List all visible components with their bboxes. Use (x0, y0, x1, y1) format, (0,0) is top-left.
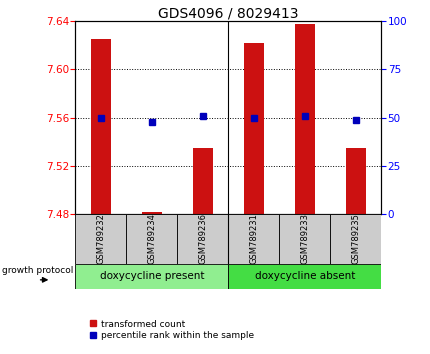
Bar (330, 214, 381, 264)
Bar (228, 214, 279, 264)
Bar (142, 212, 161, 214)
Legend: transformed count, percentile rank within the sample: transformed count, percentile rank withi… (86, 316, 257, 344)
Bar (295, 24, 314, 214)
Bar (126, 214, 177, 264)
Text: GSM789236: GSM789236 (198, 213, 207, 264)
Bar (75, 264, 228, 289)
Bar (91, 39, 111, 214)
Bar (193, 148, 212, 214)
Text: growth protocol: growth protocol (2, 266, 73, 275)
Text: doxycycline present: doxycycline present (99, 271, 204, 281)
Bar (75, 214, 126, 264)
Text: GSM789235: GSM789235 (350, 213, 359, 264)
Text: GSM789232: GSM789232 (96, 213, 105, 264)
Text: GSM789234: GSM789234 (147, 213, 156, 264)
Text: GSM789231: GSM789231 (249, 213, 258, 264)
Text: GSM789233: GSM789233 (300, 213, 309, 264)
Text: doxycycline absent: doxycycline absent (254, 271, 354, 281)
Bar (177, 214, 228, 264)
Bar (228, 264, 381, 289)
Title: GDS4096 / 8029413: GDS4096 / 8029413 (158, 6, 298, 20)
Bar (345, 148, 365, 214)
Bar (279, 214, 330, 264)
Bar (244, 43, 263, 214)
